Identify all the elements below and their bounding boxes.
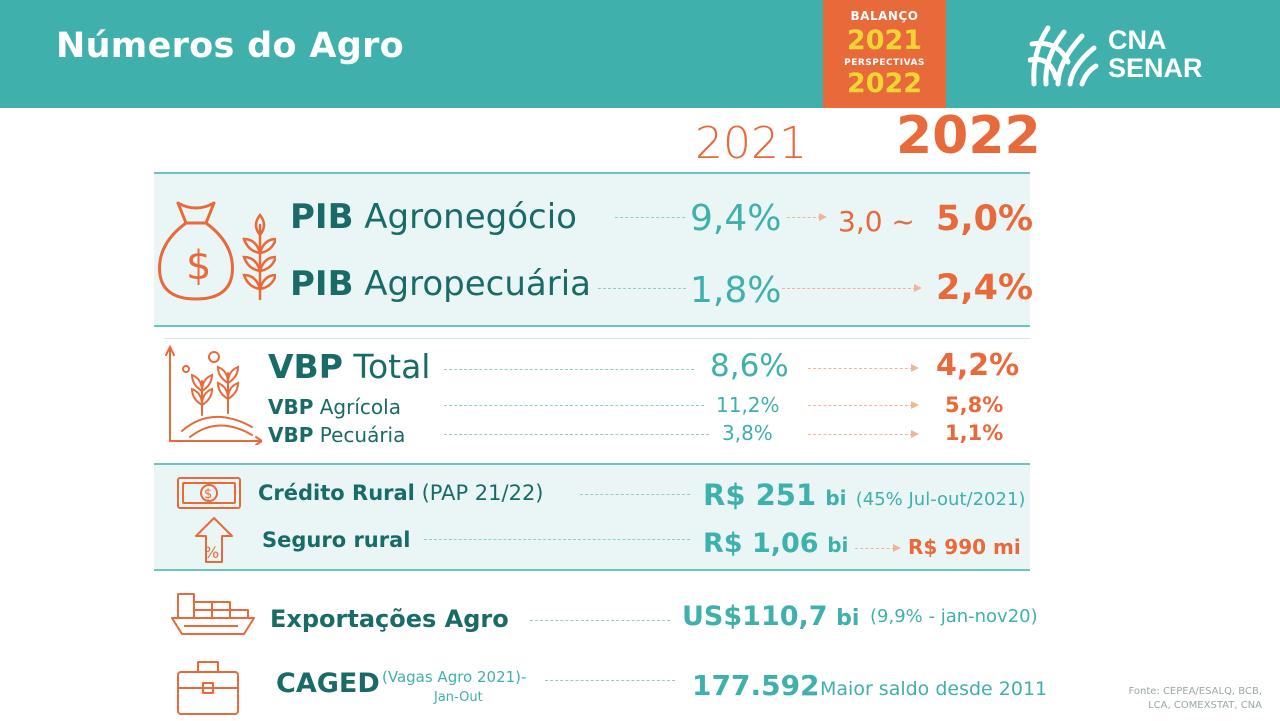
vbp-total-2022: 4,2% <box>936 348 1020 383</box>
credito-leader <box>580 494 690 495</box>
exportacoes-unit: bi <box>836 606 860 631</box>
source-line2: LCA, COMEXSTAT, CNA <box>1148 700 1262 711</box>
seguro-bold: Seguro rural <box>262 528 411 552</box>
seguro-label: Seguro rural <box>262 528 410 552</box>
credito-value-group: R$ 251 bi (45% Jul-out/2021) <box>703 478 1025 512</box>
vbp-total-leader <box>444 369 694 370</box>
pib-agropecuaria-2022: 2,4% <box>936 268 1034 308</box>
vbp-pecuaria-2022: 1,1% <box>945 421 1004 445</box>
caged-label: CAGED <box>276 668 380 699</box>
source-note: Fonte: CEPEA/ESALQ, BCB, LCA, COMEXSTAT,… <box>1090 685 1262 713</box>
vbp-agricola-arrow <box>808 401 919 409</box>
exportacoes-value: US$110,7 <box>682 601 828 632</box>
source-line1: Fonte: CEPEA/ESALQ, BCB, <box>1128 686 1262 697</box>
vbp-total-bold: VBP <box>268 347 343 386</box>
crop-growth-icon <box>165 345 262 445</box>
seguro-2022: R$ 990 mi <box>908 535 1021 559</box>
exportacoes-label: Exportações Agro <box>270 605 509 633</box>
pib-agronegocio-rest: Agronegócio <box>364 197 577 237</box>
pib-agronegocio-leader <box>615 217 685 218</box>
pib-panel <box>154 172 1030 327</box>
vbp-agricola-2021: 11,2% <box>716 393 780 417</box>
caged-bold: CAGED <box>276 668 380 699</box>
seguro-unit: bi <box>827 533 849 557</box>
column-2022: 2022 <box>896 106 1041 166</box>
vbp-pecuaria-bold: VBP <box>268 423 314 447</box>
cna-senar-logo-icon <box>1027 25 1099 87</box>
money-bag-icon: $ <box>158 201 276 301</box>
svg-text:%: % <box>204 543 219 562</box>
badge-line4: 2022 <box>846 68 923 99</box>
exportacoes-leader <box>530 620 670 621</box>
vbp-pecuaria-rest: Pecuária <box>319 423 406 447</box>
badge-line3: PERSPECTIVAS <box>844 58 925 68</box>
credito-unit: bi <box>825 486 847 510</box>
vbp-total-rest: Total <box>353 347 431 386</box>
pib-agronegocio-2022: 5,0% <box>936 199 1034 239</box>
vbp-total-2021: 8,6% <box>710 348 789 384</box>
credito-label: Crédito Rural (PAP 21/22) <box>258 481 544 505</box>
logo-line2: SENAR <box>1108 53 1203 83</box>
pib-agropecuaria-label: PIB Agropecuária <box>290 264 591 304</box>
pib-agronegocio-2021: 9,4% <box>690 198 782 239</box>
column-2021: 2021 <box>695 118 807 169</box>
svg-text:$: $ <box>186 243 211 289</box>
badge-line1: BALANÇO <box>850 9 919 23</box>
credito-bold: Crédito Rural <box>258 481 415 505</box>
caged-note1: (Vagas Agro 2021)- <box>382 668 527 686</box>
section-divider <box>164 338 1030 339</box>
exportacoes-bold: Exportações Agro <box>270 605 509 633</box>
seguro-arrow <box>855 544 901 552</box>
seguro-leader <box>424 539 690 540</box>
exportacoes-value-group: US$110,7 bi <box>682 601 859 632</box>
page-title: Números do Agro <box>56 26 404 66</box>
header-bar: Números do Agro BALANÇO 2021 PERSPECTIVA… <box>0 0 1280 108</box>
cna-senar-logo: CNA SENAR <box>1027 22 1218 88</box>
vbp-total-arrow <box>808 364 919 372</box>
pib-agropecuaria-rest: Agropecuária <box>364 264 592 304</box>
caged-extra: Maior saldo desde 2011 <box>820 678 1048 700</box>
percent-arrow-icon: % <box>195 517 233 563</box>
credito-seguro-panel <box>154 463 1030 571</box>
caged-value: 177.592 <box>692 669 820 702</box>
seguro-value-group: R$ 1,06 bi <box>703 528 848 559</box>
vbp-agricola-2022: 5,8% <box>945 393 1004 417</box>
vbp-agricola-label: VBP Agrícola <box>268 395 401 419</box>
pib-agropecuaria-bold: PIB <box>290 264 354 304</box>
logo-text: CNA SENAR <box>1108 26 1203 82</box>
cargo-ship-icon <box>171 593 255 635</box>
pib-agropecuaria-2021: 1,8% <box>690 270 782 311</box>
balanco-badge: BALANÇO 2021 PERSPECTIVAS 2022 <box>823 0 946 108</box>
caged-leader <box>545 680 675 681</box>
briefcase-icon <box>177 661 239 715</box>
badge-line2: 2021 <box>846 25 923 56</box>
pib-agronegocio-2022-low: 3,0 ~ <box>838 205 915 238</box>
caged-note2: Jan-Out <box>434 690 483 705</box>
pib-agronegocio-arrow <box>787 213 827 221</box>
credito-note: (PAP 21/22) <box>421 481 544 505</box>
seguro-value: R$ 1,06 <box>703 528 819 559</box>
pib-agropecuaria-leader <box>598 288 686 289</box>
banknote-icon: $ <box>177 477 241 509</box>
pib-agronegocio-label: PIB Agronegócio <box>290 197 577 237</box>
vbp-agricola-leader <box>444 405 704 406</box>
vbp-agricola-rest: Agrícola <box>319 395 401 419</box>
logo-line1: CNA <box>1108 25 1167 55</box>
credito-extra: (45% Jul-out/2021) <box>855 489 1026 510</box>
pib-agronegocio-bold: PIB <box>290 197 354 237</box>
vbp-pecuaria-label: VBP Pecuária <box>268 423 405 447</box>
credito-value: R$ 251 <box>703 478 817 512</box>
svg-text:$: $ <box>204 487 212 502</box>
vbp-total-label: VBP Total <box>268 347 430 386</box>
vbp-pecuaria-leader <box>444 434 709 435</box>
vbp-agricola-bold: VBP <box>268 395 314 419</box>
vbp-pecuaria-arrow <box>808 430 919 438</box>
exportacoes-extra: (9,9% - jan-nov20) <box>870 606 1038 627</box>
pib-agropecuaria-arrow <box>782 284 922 292</box>
vbp-pecuaria-2021: 3,8% <box>722 421 773 445</box>
